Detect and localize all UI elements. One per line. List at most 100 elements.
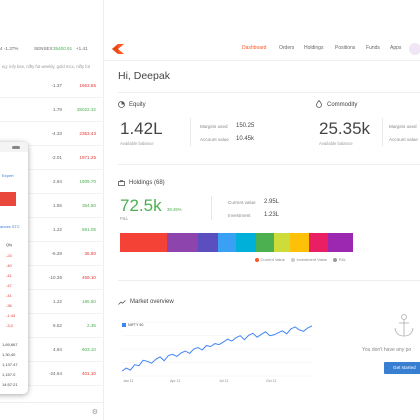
equity-account-value: 10.45k [236,136,255,142]
phone-value: -47 [6,283,12,288]
market-chart-legend: NIFTY 50 [122,323,144,328]
current-value-label: Current value [228,200,256,205]
index-ticker: 4 -1.37% SENSEX 35400.91 +1.41 [0,44,104,56]
watchlist-search-input[interactable]: eg: infy bse, nifty fut weekly, gold mcx… [2,64,91,69]
positions-empty-message: You don't have any po [362,347,412,353]
holdings-bar-segment[interactable] [309,233,329,252]
watchlist-ltp: 1909.70 [79,179,96,184]
holdings-bar-segment[interactable] [256,233,275,252]
equity-available: 1.42L [120,119,163,138]
phone-bottom-value: 1,157.0 [2,372,16,377]
holdings-bar-segment[interactable] [197,233,219,252]
phone-link[interactable]: ances STC [0,224,20,229]
watchlist-row[interactable]: -4.33 2363.43 [0,122,104,146]
holdings-bar-segment[interactable] [274,233,291,252]
legend-investment: Investment Value [296,257,328,262]
investment-label: Investment [228,213,251,218]
legend-pnl: P&L [338,257,347,262]
holdings-bar-segment[interactable] [235,233,257,252]
commodity-icon [316,100,322,108]
holdings-pnl: 72.5k [120,196,162,215]
holdings-bar-segment[interactable] [166,233,198,252]
watchlist-ltp: 1971.25 [79,155,96,160]
watchlist-ltp: 185.50 [81,299,96,304]
commodity-available-label: Available balance [319,141,353,146]
holdings-bar-segment[interactable] [289,233,310,252]
series-swatch [122,323,126,328]
watchlist-ltp: 2.35 [87,323,96,328]
watchlist-ltp: 36.80 [84,251,97,256]
watchlist-row[interactable]: 1.22 185.50 [0,290,104,314]
trend-icon [118,300,126,305]
watchlist-row[interactable]: 4.84 603.10 [0,338,104,362]
watchlist-ltp: 2363.43 [79,131,96,136]
legend-current: Current Value [260,257,285,262]
watchlist-row[interactable]: -1.37 1663.65 [0,74,104,98]
watchlist-row[interactable]: 1.22 561.05 [0,218,104,242]
x-tick-2: Jul 11 [219,379,229,383]
watchlist-row[interactable]: 1.78 35022.32 [0,98,104,122]
kite-logo[interactable] [112,44,124,54]
holdings-pnl-pct: 39.45% [167,207,182,212]
nav-orders[interactable]: Orders [279,45,295,51]
watchlist-change: -10.36 [48,275,62,280]
divider [118,164,420,165]
avatar[interactable] [409,43,420,55]
watchlist-row[interactable]: 2.84 1909.70 [0,170,104,194]
watchlist-row[interactable]: 1.55 354.50 [0,194,104,218]
gear-icon[interactable]: ⚙ [91,409,98,416]
nav-funds[interactable]: Funds [366,45,380,51]
nifty-series-line [121,325,313,372]
nav-apps[interactable]: Apps [390,45,402,51]
vertical-divider [382,118,383,146]
watchlist-row[interactable]: -2.01 1971.25 [0,146,104,170]
watchlist-change: 4.84 [53,347,62,352]
equity-available-label: Available balance [120,141,154,146]
phone-value: -3,0 [6,323,13,328]
sensex-change: +1.41 [76,46,88,51]
watchlist-change: 6.52 [53,323,62,328]
investment-value: 1.23L [264,212,280,218]
phone-bottom-value: 1,69,667 [2,342,18,347]
watchlist-change: -6.28 [51,251,62,256]
series-name: NIFTY 50 [128,323,144,327]
watchlist-row[interactable]: -6.28 36.80 [0,242,104,266]
watchlist-row[interactable]: 6.52 2.35 [0,314,104,338]
watchlist-row[interactable]: -24.64 401.10 [0,362,104,386]
current-value: 2.95L [264,199,280,205]
sell-button[interactable] [0,192,16,206]
phone-value: -41 [6,273,12,278]
market-overview-chart[interactable] [118,318,320,380]
nav-dashboard[interactable]: Dashboard [242,45,267,51]
holdings-bar-segment[interactable] [217,233,237,252]
watchlist-change: 2.84 [53,179,62,184]
watchlist-ltp: 561.05 [81,227,96,232]
sensex-value: 35400.91 [53,46,73,51]
divider [118,280,420,281]
equity-margins-label: Margins used [200,124,228,129]
holdings-bar-segment[interactable] [120,233,167,252]
watchlist-change: -2.01 [51,155,62,160]
phone-bottom-value: 1,137.47 [2,362,18,367]
watchlist-row[interactable]: -10.36 459.10 [0,266,104,290]
mobile-app-preview: Expert ances STC Qty -24 -40 -41 -47 -41 -36 -… [0,142,28,394]
phone-menu-icon [12,146,20,149]
watchlist-ltp: 35022.32 [76,107,96,112]
equity-icon [118,101,125,108]
watchlist-change: 1.22 [53,227,62,232]
greeting: Hi, Deepak [118,70,170,82]
holdings-legend: Current Value Investment Value P&L [250,257,346,262]
watchlist-change: 1.22 [53,299,62,304]
x-tick-1: Apr 11 [170,379,181,383]
nav-positions[interactable]: Positions [335,45,356,51]
phone-value: -41 [6,293,12,298]
legend-dot-investment [291,257,296,262]
watchlist-ltp: 401.10 [81,371,96,376]
legend-dot-pnl [333,257,338,262]
commodity-title: Commodity [327,102,358,108]
holdings-bar-segment[interactable] [328,233,354,252]
nav-holdings[interactable]: Holdings [304,45,324,51]
equity-title: Equity [129,102,146,108]
get-started-button[interactable]: Get started [384,362,420,374]
top-navigation: Dashboard Orders Holdings Positions Fund… [104,37,420,61]
